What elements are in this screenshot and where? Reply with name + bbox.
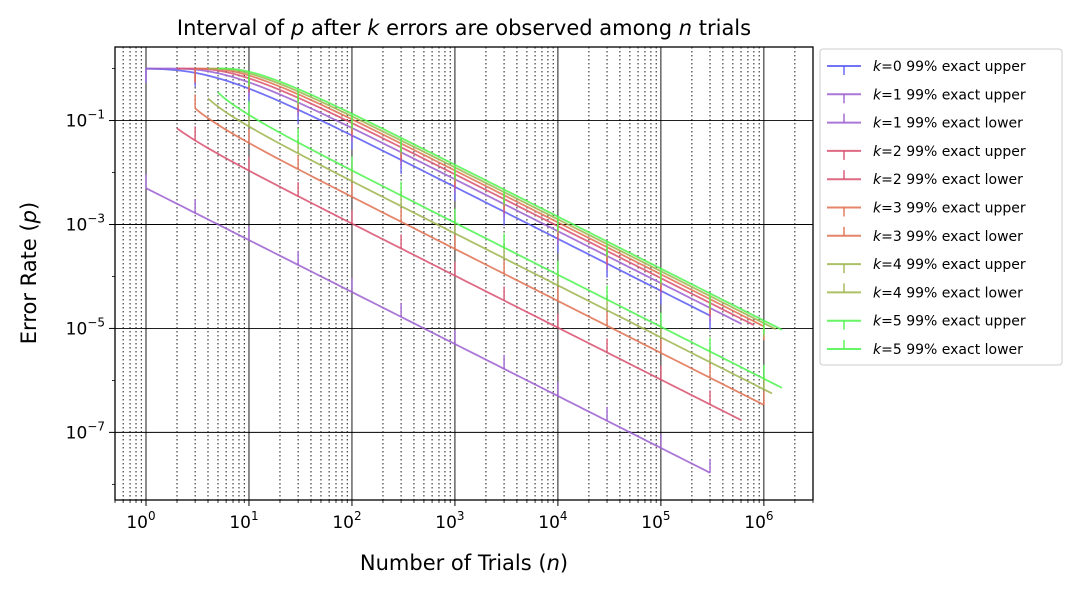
- minor-grid: [114, 47, 814, 500]
- series-line: [194, 107, 765, 406]
- y-tick-label: 10−5: [66, 315, 105, 339]
- y-axis-label: Error Rate (p): [17, 202, 41, 344]
- legend-label: k=1 99% exact upper: [873, 87, 1026, 103]
- axis-ticks: [109, 68, 814, 506]
- x-tick-label: 101: [229, 509, 258, 533]
- x-tick-label: 103: [435, 509, 464, 533]
- legend-label: k=0 99% exact upper: [873, 59, 1026, 75]
- x-tick-label: 105: [641, 509, 670, 533]
- legend-label: k=5 99% exact lower: [873, 342, 1023, 358]
- legend-label: k=5 99% exact upper: [873, 314, 1026, 330]
- legend-label: k=3 99% exact lower: [873, 229, 1023, 245]
- x-tick-label: 104: [538, 509, 567, 533]
- series-line: [207, 97, 773, 395]
- series-layer: [145, 67, 783, 474]
- y-tick-label: 10−7: [66, 419, 105, 443]
- y-tick-labels: 10−1 10−3 10−5 10−7: [66, 108, 105, 444]
- y-tick-label: 10−1: [66, 108, 105, 132]
- x-tick-label: 100: [126, 509, 155, 533]
- series-line: [208, 67, 777, 330]
- legend-box: [819, 48, 1063, 366]
- series-line: [217, 91, 783, 389]
- x-tick-label: 106: [744, 509, 773, 533]
- x-axis-label: Number of Trials (n): [360, 551, 568, 575]
- series-line: [177, 67, 755, 326]
- series-line: [195, 67, 765, 328]
- series-line: [145, 187, 711, 474]
- legend-label: k=4 99% exact upper: [873, 257, 1026, 273]
- series-line: [176, 127, 742, 421]
- legend-label: k=2 99% exact upper: [873, 144, 1026, 160]
- legend-label: k=4 99% exact lower: [873, 285, 1023, 301]
- legend-label: k=2 99% exact lower: [873, 172, 1023, 188]
- series-line: [146, 67, 742, 325]
- series-line: [217, 67, 783, 331]
- legend: k=0 99% exact upper k=1 99% exact upper k=…: [819, 48, 1063, 366]
- x-tick-labels: 100 101 102 103 104 105 106: [126, 509, 773, 533]
- legend-label: k=3 99% exact upper: [873, 201, 1026, 217]
- legend-label: k=1 99% exact lower: [873, 116, 1023, 132]
- series-line: [145, 67, 711, 317]
- chart-title: Interval of p after k errors are observe…: [177, 16, 751, 40]
- y-tick-label: 10−3: [66, 212, 105, 236]
- plot-frame: [114, 46, 814, 501]
- major-grid: [115, 47, 813, 500]
- x-tick-label: 102: [332, 509, 361, 533]
